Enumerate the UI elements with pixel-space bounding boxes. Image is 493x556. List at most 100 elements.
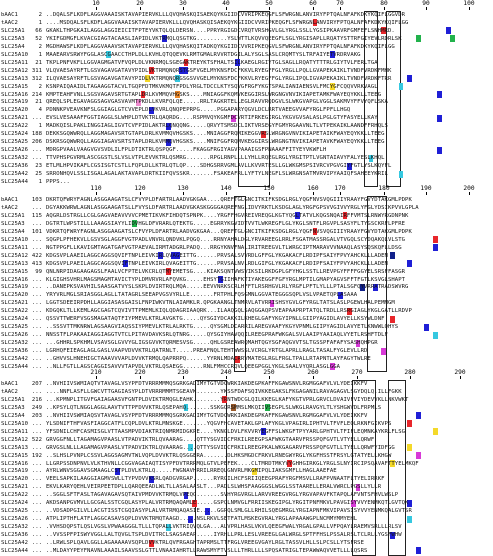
sequence-row: SLC25A22 1 MADKQISLPAKLINGGIAGLIGVTCVFPIDL… (0, 122, 493, 130)
sequence-residues: ILQVAESAYRFTLGSVAGAVGATAVYPIDLVKTRMQNQRG… (46, 75, 392, 82)
start-position: ... (31, 532, 42, 539)
start-position: 249 (31, 404, 42, 411)
residue-highlight (433, 428, 438, 436)
sequence-row: SLC25A12 522 GRVGGFNLLTAGAMAGVPAASLVTPADVI… (0, 436, 493, 444)
sequence-name: SLC25A15 (1, 83, 28, 90)
sequence-row: SLC25A19 21 QREQLSPLEGAVAGGSAGVGASVAVMTPKD… (0, 98, 493, 106)
start-position: 311 (31, 67, 42, 74)
start-position: 522 (31, 436, 42, 443)
sequence-row: SLC25A26... ATPLIPTHFLATFLAGGCASAVSQPLDVV… (0, 515, 493, 523)
sequence-name: tAAC2 (1, 204, 18, 211)
sequence-row: SLC25A44 1 PPPS... (0, 178, 493, 186)
conserved-motif-box (367, 196, 387, 372)
ruler-tick-label: 90 (422, 0, 430, 7)
sequence-residues: QREQLSPLEGAVAGGSAGVGASVAVMTPKDLLKVRFQLQE… (46, 99, 388, 106)
sequence-name: SLC25A15 (1, 452, 28, 459)
sequence-row: SLC25A3... DGTRTLWPSTILLLAAAGSIAYYLIDVHGL… (0, 220, 493, 228)
residue-highlight (166, 122, 172, 130)
sequence-name: SLC25A36 (1, 348, 28, 355)
sequence-residues: KDGQKLTLLKEMLAGCGAGTCQVIVTTPMEMLKIQLQDAG… (46, 308, 412, 315)
sequence-residues: AKDSANPGVMVLLGCGALSSTCGQLASYPLALVRTRMQAQ… (46, 500, 409, 507)
sequence-name: SLC25A1 (1, 212, 25, 219)
sequence-row: SLC25A44... ..MLDAYYPEYFNAVNLAAAILSAAVSSL… (0, 547, 493, 555)
sequence-name: SLC25A25 (1, 139, 28, 146)
residue-highlight (123, 260, 129, 268)
sequence-row: tAAC2... DGYAKKWRWLAGNLASGGAAGATSLLFVYSLD… (0, 204, 493, 212)
sequence-name: SLC25A36 (1, 163, 28, 170)
sequence-residues: SRRONHQVLSSLISGALAGALAKTAVAPLDRTKIIFQVSS… (46, 171, 388, 177)
residue-highlight (166, 138, 172, 146)
sequence-row: SLC25A3 249 ..KPSYLQTLNGGLAGGLAAVTVTTPFDVV… (0, 404, 493, 412)
ruler-tick-mark (140, 192, 141, 195)
start-position: ... (31, 524, 42, 531)
sequence-name: SLC25A24 (1, 131, 28, 138)
sequence-row: SLC25A11... YFSDNILCHFCASMISGLVTTAASMPVDI… (0, 428, 493, 436)
sequence-residues: QSSVTTWERFVSGSMAGATAQTFIYPMEVLKTRLAVGKTG… (46, 316, 385, 323)
residue-highlight (433, 236, 438, 244)
sequence-residues: YKIFGDMGFLKVACGIAGTACAASLIAPIDLVKTRMQLQS… (46, 35, 402, 42)
residue-highlight (415, 452, 421, 460)
sequence-row: SLC25A32... TTVPHSPGVRMLASCGGSTLSLVSLVTPL… (0, 154, 493, 162)
sequence-residues: YRYVRLMGLSRIASGGLAGLLTATAGRLSEEAPVGSVYRL… (46, 292, 358, 299)
sequence-residues: KDGSVPLAAEILAGGCAGGSQVIFTNPLEIVKIRLQVAGE… (46, 252, 388, 259)
start-position: 413 (31, 260, 42, 267)
residue-highlight (235, 59, 240, 67)
ruler-tick-label: 60 (309, 0, 317, 7)
residue-highlight (433, 331, 438, 339)
sequence-row: SLC25A10 1 MAAEARVSRWYFGGLASCGAACCTHPLDLLK… (0, 51, 493, 59)
residue-highlight (445, 27, 451, 35)
sequence-name: SLC25A10 (1, 236, 28, 243)
sequence-row: SLC25A3 52 YKIFGDMGFLKVACGIAGTACAASLIAPIDL… (0, 35, 493, 43)
sequence-name: bAAC1 (1, 197, 18, 203)
ruler-tick-label: 260 (307, 369, 319, 376)
sequence-name: SLC25A21 (1, 300, 28, 307)
sequence-row: SLC25A21... EKVLKARYQEHLVEIRPEETDPLLQARQE… (0, 483, 493, 491)
sequence-residues: ..MLDAYYPEYFNAVNLAAAILSAAVSSLGTTLVNAAIAH… (46, 547, 368, 554)
residue-highlight (424, 323, 430, 331)
start-position: 312 (31, 75, 42, 82)
sequence-name: SLC25A12 (1, 252, 28, 259)
residue-highlight (355, 339, 361, 347)
residue-highlight (390, 531, 395, 539)
sequence-name: SLC25A21 (1, 484, 28, 491)
sequence-residues: ..SSSVTTMKNRWLAGSAAGVIAQSSIYPMEVLKTRLALR… (46, 324, 399, 331)
sequence-residues: YLSDNIFTHFVASFIAGGCATFLCQPLDVLKTRLMNSKGE… (46, 420, 392, 427)
start-position: ... (31, 348, 42, 355)
position-ruler: 110 120 130 140 150 160 170 180 190 200 (0, 185, 493, 195)
start-position: 206 (31, 139, 42, 146)
start-position: ... (31, 516, 42, 523)
alignment-block: 10 20 30 40 50 60 70 80 90 100 bAAC1 2 ..DQALSFLKDFL… (0, 0, 493, 187)
ruler-tick-label: 280 (404, 369, 416, 376)
ruler-tick-mark (384, 192, 385, 195)
sequence-residues: PDNNKPVEAVKNFSLGGIAGLGTCVVEPLDLVKVRLQNQP… (46, 107, 351, 114)
residue-highlight (144, 75, 150, 83)
ruler-tick-mark (384, 7, 385, 10)
sequence-row: SLC25A10... SQGPLPFHEKVLLGSVSGLAGGFVGTPAD… (0, 236, 493, 244)
sequence-name: SLC25A20 (1, 107, 28, 114)
residue-highlight (166, 268, 172, 276)
sequence-row: SLC25A4 101 VDKRTQFWRYFAGNLASGGAAGATSLCFVY… (0, 228, 493, 236)
sequence-name: SLC25A19 (1, 284, 28, 291)
start-position: 66 (35, 27, 42, 34)
sequence-residues: DSKRSGQWWRQLLAGGIAGAVSRTSTAPLDRLKVMMQVHG… (46, 139, 385, 146)
residue-highlight (187, 444, 193, 452)
sequence-row: SLC25A19... AYRLWNVSGGAVSGMAAGLCSTPLDVLKT… (0, 467, 493, 475)
sequence-name: SLC25A36 (1, 532, 28, 539)
sequence-residues: LLGRPSSDNPNVLVLKTHVNLLCGGVAGAIAQTISYPFDV… (46, 460, 419, 467)
residue-highlight (175, 75, 180, 83)
sequence-name: SLC25A44 (1, 178, 28, 185)
ruler-tick-mark (426, 7, 427, 10)
sequence-row: SLC25A16... LLGRPSSDNPNVLVLKTHVNLLCGGVAGA… (0, 460, 493, 468)
residue-highlight (261, 130, 266, 138)
sequence-residues: YFSDNILCHFCASMISGLVTTAASMPVDIAKTRIQNMRMI… (46, 428, 406, 435)
sequence-residues: GRVGGFNLLTAGAMAGVPAASLVTPADVIKTRLQVAARAG… (46, 436, 375, 443)
ruler-tick-label: 150 (263, 185, 275, 192)
start-position: ... (31, 324, 42, 331)
start-position: 101 (31, 228, 42, 235)
residue-highlight (175, 91, 180, 98)
sequence-residues: GRVGSLNLLLAGAMAGVPAASLVTPADVIKTRLQVAARAG… (46, 444, 395, 451)
residue-highlight (312, 228, 318, 236)
ruler-tick-mark (469, 192, 470, 195)
start-position: ... (31, 508, 42, 515)
ruler-tick-mark (183, 192, 184, 195)
